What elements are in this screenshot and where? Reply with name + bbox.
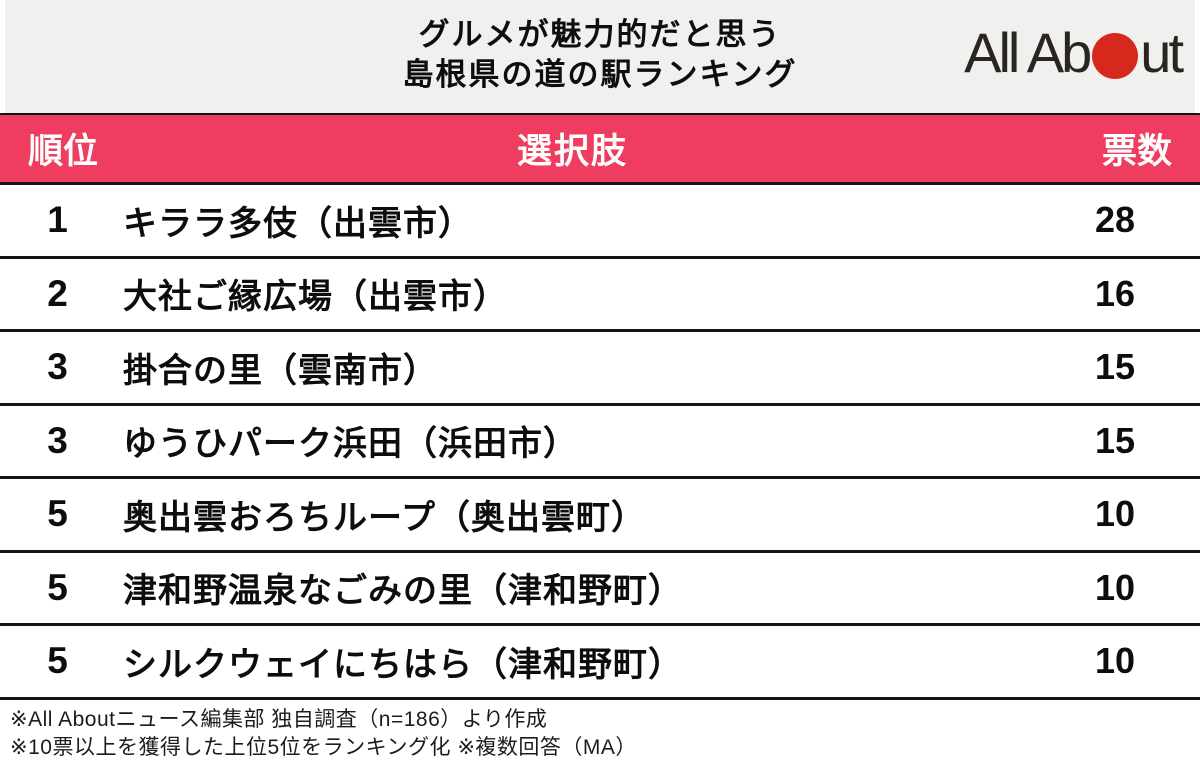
rank-cell: 2 [47, 272, 68, 314]
rank-cell: 5 [47, 566, 68, 608]
table-row: 1 キララ多伎（出雲市） 28 [0, 185, 1200, 259]
title-line-1: グルメが魅力的だと思う [418, 17, 782, 52]
rank-cell: 5 [47, 493, 68, 535]
table-body: 1 キララ多伎（出雲市） 28 2 大社ご縁広場（出雲市） 16 3 掛合の里（… [0, 185, 1200, 700]
choice-cell: 奥出雲おろちループ（奥出雲町） [123, 498, 646, 537]
footnotes: ※All Aboutニュース編集部 独自調査（n=186）より作成 ※10票以上… [0, 700, 1200, 762]
choice-cell: 大社ご縁広場（出雲市） [123, 278, 508, 317]
column-header-votes: 票数 [1101, 132, 1172, 171]
logo-text-before: All Ab [964, 21, 1092, 84]
title-line-2: 島根県の道の駅ランキング [402, 57, 798, 92]
table-row: 5 シルクウェイにちはら（津和野町） 10 [0, 626, 1200, 700]
table-row: 5 奥出雲おろちループ（奥出雲町） 10 [0, 479, 1200, 553]
votes-cell: 15 [1094, 346, 1136, 388]
votes-cell: 10 [1094, 493, 1136, 535]
table-row: 5 津和野温泉なごみの里（津和野町） 10 [0, 552, 1200, 626]
votes-cell: 16 [1094, 272, 1136, 314]
page-title: グルメが魅力的だと思う 島根県の道の駅ランキング [5, 0, 1195, 95]
footnote-line-2: ※10票以上を獲得した上位5位をランキング化 ※複数回答（MA） [10, 735, 637, 759]
table-row: 3 掛合の里（雲南市） 15 [0, 332, 1200, 406]
table-row: 3 ゆうひパーク浜田（浜田市） 15 [0, 405, 1200, 479]
rank-cell: 5 [47, 640, 68, 682]
all-about-logo: All Ab ut [964, 20, 1184, 85]
choice-cell: ゆうひパーク浜田（浜田市） [123, 425, 578, 464]
header: グルメが魅力的だと思う 島根県の道の駅ランキング All Ab ut [5, 0, 1195, 113]
rank-cell: 3 [47, 419, 68, 461]
table-header-row: 順位 選択肢 票数 [0, 113, 1200, 185]
choice-cell: 掛合の里（雲南市） [123, 351, 438, 390]
logo-red-dot-icon [1092, 32, 1139, 79]
votes-cell: 15 [1094, 419, 1136, 461]
column-header-rank: 順位 [28, 132, 99, 171]
choice-cell: シルクウェイにちはら（津和野町） [123, 645, 683, 684]
rank-cell: 3 [47, 346, 68, 388]
logo-text-after: ut [1140, 21, 1184, 84]
footnote-line-1: ※All Aboutニュース編集部 独自調査（n=186）より作成 [10, 707, 548, 731]
choice-cell: キララ多伎（出雲市） [123, 204, 473, 243]
votes-cell: 10 [1094, 640, 1136, 682]
choice-cell: 津和野温泉なごみの里（津和野町） [123, 572, 683, 611]
rank-cell: 1 [47, 199, 68, 241]
votes-cell: 28 [1094, 199, 1136, 241]
votes-cell: 10 [1094, 566, 1136, 608]
table-row: 2 大社ご縁広場（出雲市） 16 [0, 258, 1200, 332]
column-header-choice: 選択肢 [516, 132, 628, 171]
